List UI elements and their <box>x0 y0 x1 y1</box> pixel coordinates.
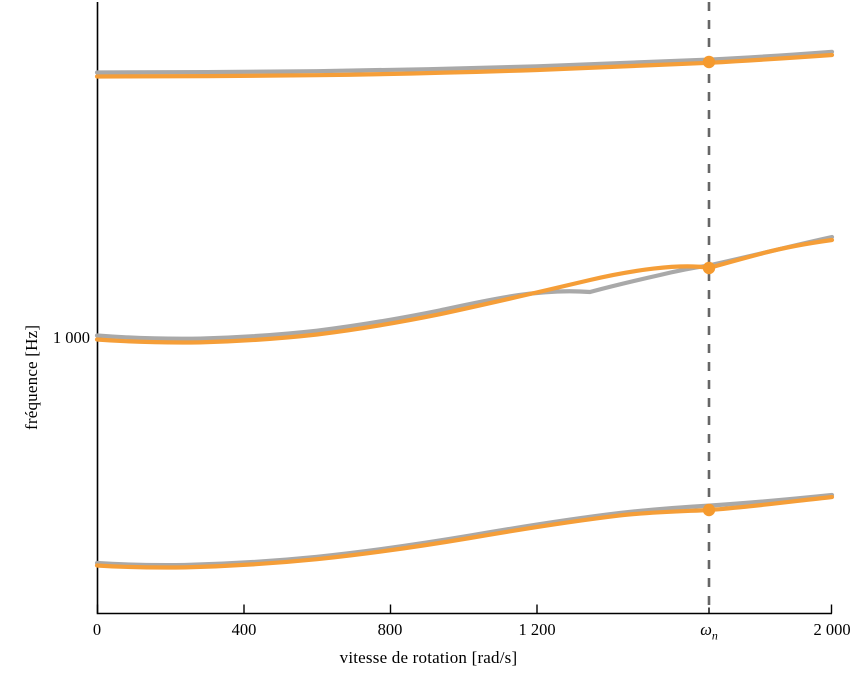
curve-mode-1-front <box>94 494 835 570</box>
curve-mode-3 <box>94 49 835 79</box>
marker-mode-1 <box>702 503 716 517</box>
curve-mode-3-shadow <box>94 49 835 75</box>
curve-mode-2-shadow <box>94 234 835 341</box>
y-tick-label-1000: 1 000 <box>52 328 90 347</box>
marker-mode-3 <box>702 55 716 69</box>
x-tick-label-omega-n: ωn <box>700 620 718 643</box>
marker-mode-2 <box>702 261 716 275</box>
x-tick-label-1200: 1 200 <box>518 620 556 639</box>
x-axis-title: vitesse de rotation [rad/s] <box>339 648 518 667</box>
curve-mode-1-shadow <box>94 492 835 568</box>
x-tick-label-2000: 2 000 <box>813 620 851 639</box>
curve-mode-3-front <box>94 52 835 79</box>
omega-symbol: ω <box>700 620 712 639</box>
curve-mode-2-front <box>94 237 835 345</box>
omega-subscript: n <box>711 628 718 643</box>
x-axis-ticks <box>96 604 833 614</box>
curve-mode-2 <box>94 234 835 345</box>
y-axis-title: fréquence [Hz] <box>22 324 41 430</box>
x-tick-label-800: 800 <box>377 620 403 639</box>
omega-n-markers <box>702 55 716 517</box>
x-tick-label-0: 0 <box>92 620 102 639</box>
curve-mode-1 <box>94 492 835 570</box>
x-tick-label-400: 400 <box>231 620 257 639</box>
